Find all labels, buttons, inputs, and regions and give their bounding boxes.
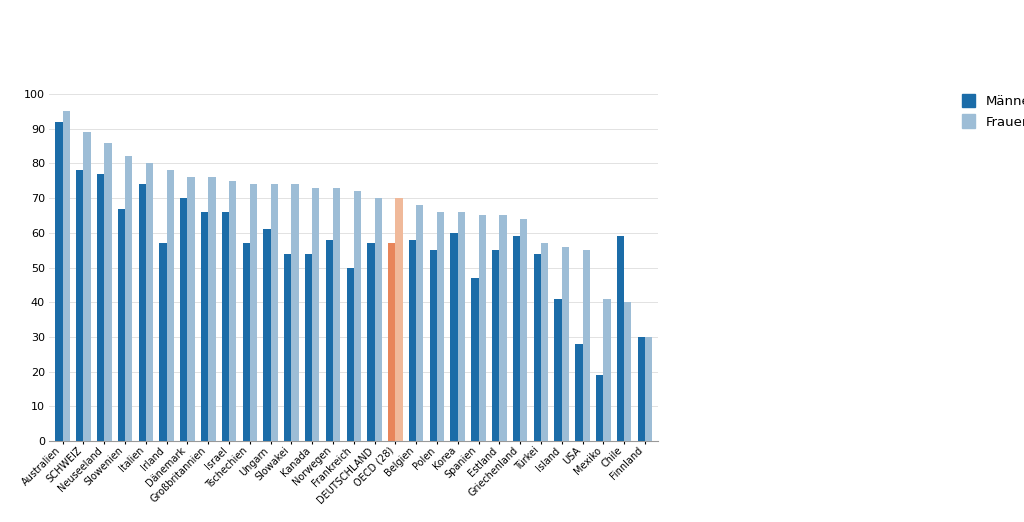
Bar	[118, 208, 125, 441]
Bar	[180, 198, 187, 441]
Bar	[451, 233, 458, 441]
Bar	[616, 236, 624, 441]
Legend: Männer, Frauen: Männer, Frauen	[962, 93, 1024, 128]
Bar	[229, 181, 237, 441]
Bar	[222, 212, 229, 441]
Bar	[575, 344, 583, 441]
Bar	[375, 198, 382, 441]
Bar	[208, 177, 215, 441]
Bar	[478, 216, 485, 441]
Bar	[284, 254, 292, 441]
Bar	[624, 302, 632, 441]
Bar	[603, 299, 610, 441]
Bar	[326, 240, 333, 441]
Bar	[138, 184, 145, 441]
Bar	[409, 240, 416, 441]
Bar	[201, 212, 208, 441]
Bar	[243, 243, 250, 441]
Bar	[541, 243, 548, 441]
Bar	[520, 219, 527, 441]
Bar	[395, 198, 402, 441]
Bar	[471, 278, 478, 441]
Bar	[534, 254, 541, 441]
Bar	[493, 250, 500, 441]
Bar	[62, 111, 70, 441]
Bar	[333, 188, 340, 441]
Bar	[388, 243, 395, 441]
Bar	[167, 170, 174, 441]
Bar	[596, 375, 603, 441]
Bar	[354, 191, 361, 441]
Bar	[500, 216, 507, 441]
Bar	[84, 132, 91, 441]
Bar	[270, 184, 278, 441]
Bar	[263, 229, 270, 441]
Bar	[458, 212, 465, 441]
Bar	[125, 157, 132, 441]
Text: Vitamine naschen: Vitamine naschen	[41, 16, 279, 40]
Bar	[583, 250, 590, 441]
Bar	[145, 163, 154, 441]
Bar	[638, 337, 645, 441]
Bar	[97, 174, 104, 441]
Bar	[250, 184, 257, 441]
Bar	[187, 177, 195, 441]
Bar	[562, 247, 569, 441]
Bar	[513, 236, 520, 441]
Bar	[55, 122, 62, 441]
Bar	[104, 143, 112, 441]
Bar	[430, 250, 437, 441]
Bar	[554, 299, 562, 441]
Bar	[305, 254, 312, 441]
Bar	[76, 170, 84, 441]
Text: ))): )))	[8, 25, 39, 45]
Bar	[416, 205, 424, 441]
Bar	[160, 243, 167, 441]
Bar	[312, 188, 319, 441]
Bar	[437, 212, 444, 441]
Bar	[368, 243, 375, 441]
Bar	[645, 337, 652, 441]
Bar	[346, 267, 354, 441]
Bar	[292, 184, 299, 441]
Text: Täglicher Obstkonsum unter Erwachsenen, 2011 (oder nächstliegendes Jahr): Täglicher Obstkonsum unter Erwachsenen, …	[41, 62, 521, 75]
